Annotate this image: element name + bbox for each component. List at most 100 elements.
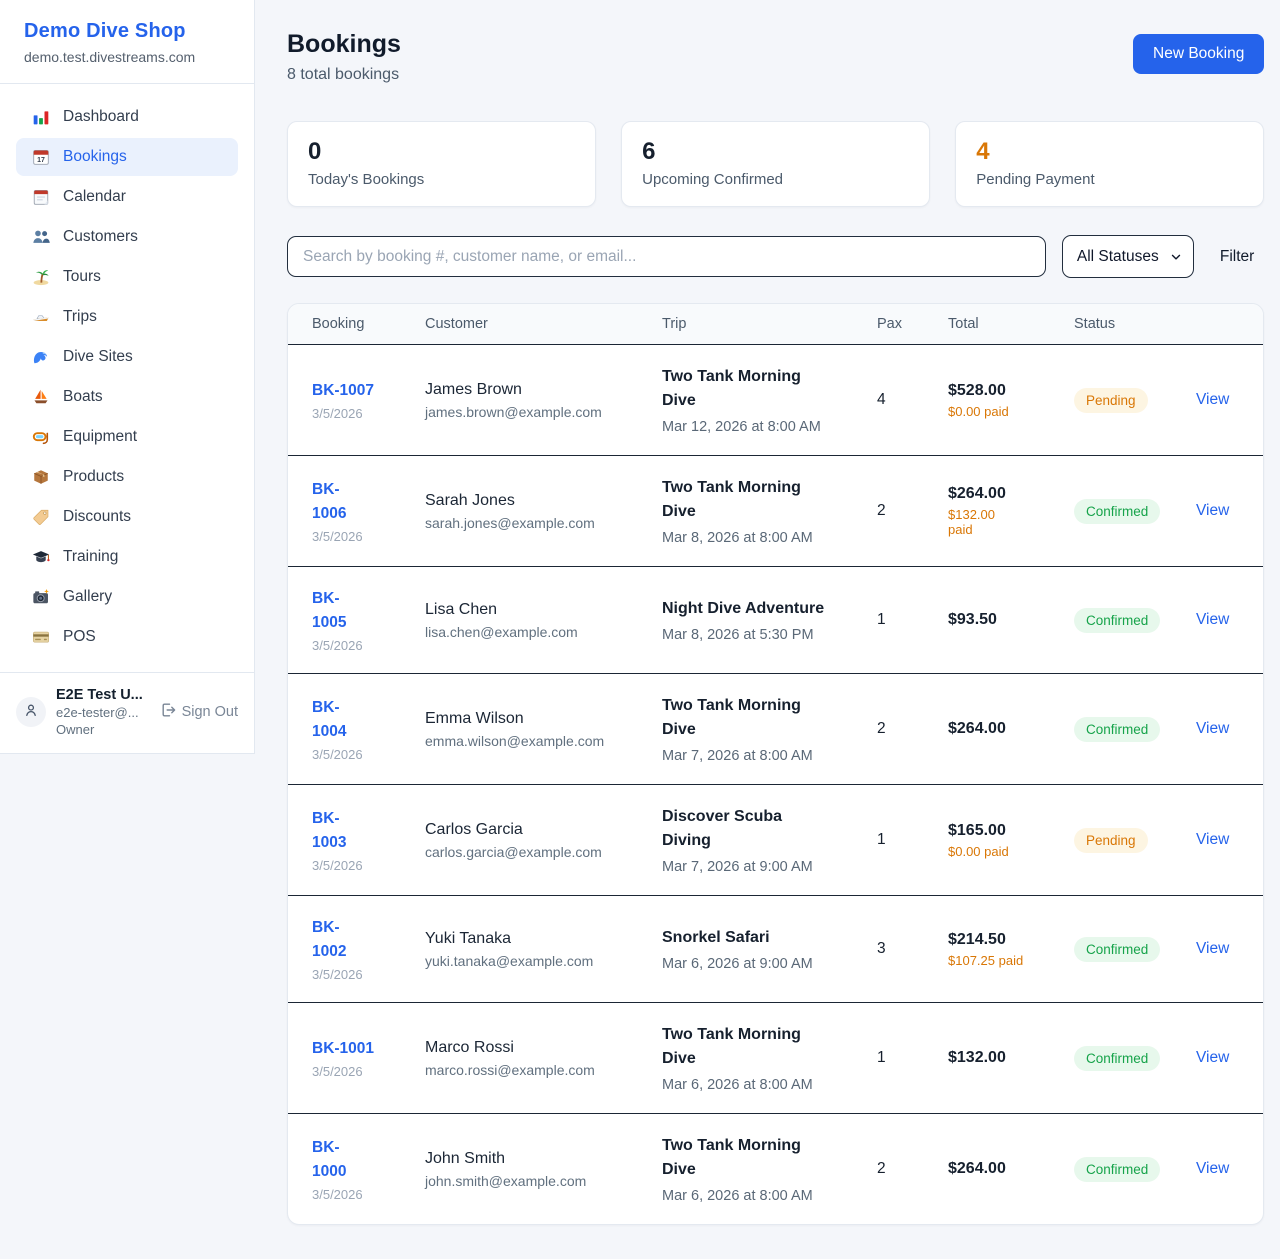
customer-cell: Carlos Garcia carlos.garcia@example.com xyxy=(425,821,662,860)
total-amount: $264.00 xyxy=(948,720,1006,738)
table-body: BK-1007 3/5/2026 James Brown james.brown… xyxy=(288,345,1264,1224)
total-cell: $264.00 $132.00 paid xyxy=(948,485,1074,537)
filter-button[interactable]: Filter xyxy=(1210,240,1264,274)
sidebar-item-label: Training xyxy=(63,548,119,565)
trip-name: Two Tank Morning Dive xyxy=(662,1137,801,1179)
sign-out-label: Sign Out xyxy=(181,704,238,720)
view-link[interactable]: View xyxy=(1196,940,1230,958)
shop-brand: Demo Dive Shop demo.test.divestreams.com xyxy=(0,0,254,84)
table-row: BK-1003 3/5/2026 Carlos Garcia carlos.ga… xyxy=(288,785,1264,897)
status-badge: Confirmed xyxy=(1074,607,1161,633)
status-cell: Pending xyxy=(1074,827,1196,853)
sidebar-item-bookings[interactable]: 17 Bookings xyxy=(16,138,238,176)
trip-cell: Two Tank Morning Dive Mar 7, 2026 at 8:0… xyxy=(662,694,877,764)
sidebar-item-equipment[interactable]: Equipment xyxy=(16,418,238,456)
sidebar-item-pos[interactable]: POS xyxy=(16,618,238,656)
sidebar-user-footer: E2E Test U... e2e-tester@... Owner Sign … xyxy=(0,672,254,753)
total-cell: $264.00 xyxy=(948,720,1074,738)
view-link[interactable]: View xyxy=(1196,831,1230,849)
sidebar-item-customers[interactable]: Customers xyxy=(16,218,238,256)
status-select[interactable]: All Statuses xyxy=(1061,235,1194,278)
total-cell: $528.00 $0.00 paid xyxy=(948,382,1074,419)
column-header-status: Status xyxy=(1074,316,1116,332)
total-amount: $264.00 xyxy=(948,1160,1006,1178)
sidebar-item-gallery[interactable]: Gallery xyxy=(16,578,238,616)
trip-name: Night Dive Adventure xyxy=(662,600,825,618)
stat-label: Today's Bookings xyxy=(308,171,425,188)
sidebar-item-dive-sites[interactable]: Dive Sites xyxy=(16,338,238,376)
customer-email: emma.wilson@example.com xyxy=(425,732,605,749)
booking-number-link[interactable]: BK-1006 xyxy=(312,480,347,522)
total-amount: $264.00 xyxy=(948,485,1006,502)
customer-name: Yuki Tanaka xyxy=(425,929,511,947)
customer-name: James Brown xyxy=(425,380,522,398)
total-cell: $93.50 xyxy=(948,611,1074,629)
stats-row: 0 Today's Bookings 6 Upcoming Confirmed … xyxy=(287,121,1265,207)
booking-number-link[interactable]: BK-1005 xyxy=(312,590,347,632)
booking-cell: BK-1004 3/5/2026 xyxy=(312,696,425,762)
sidebar-item-products[interactable]: Products xyxy=(16,458,238,496)
pax-value: 1 xyxy=(877,1049,886,1067)
booking-number-link[interactable]: BK-1002 xyxy=(312,919,347,961)
booking-date: 3/5/2026 xyxy=(312,967,363,983)
total-cell: $132.00 xyxy=(948,1049,1074,1067)
user-meta: E2E Test U... e2e-tester@... Owner xyxy=(56,687,150,737)
island-icon xyxy=(32,268,50,286)
customer-email: lisa.chen@example.com xyxy=(425,623,578,640)
booking-number-link[interactable]: BK-1004 xyxy=(312,699,347,741)
sidebar-item-label: POS xyxy=(63,628,96,645)
tag-icon xyxy=(32,508,50,526)
trip-name: Discover Scuba Diving xyxy=(662,808,783,850)
main-content: Bookings 8 total bookings New Booking 0 … xyxy=(255,0,1280,1259)
pax-value: 1 xyxy=(877,831,886,849)
paid-amount: $107.25 paid xyxy=(948,952,1024,968)
sidebar-item-label: Trips xyxy=(63,308,97,325)
stat-label: Pending Payment xyxy=(976,171,1095,188)
table-row: BK-1006 3/5/2026 Sarah Jones sarah.jones… xyxy=(288,456,1264,567)
stat-value: 6 xyxy=(642,138,656,165)
view-link[interactable]: View xyxy=(1196,502,1230,519)
search-input[interactable] xyxy=(287,236,1046,277)
booking-number-link[interactable]: BK-1007 xyxy=(312,381,375,399)
sidebar: Demo Dive Shop demo.test.divestreams.com… xyxy=(0,0,255,754)
trip-datetime: Mar 6, 2026 at 8:00 AM xyxy=(662,1077,813,1094)
sidebar-nav: Dashboard 17 Bookings Calendar Customers… xyxy=(0,84,254,672)
sign-out-button[interactable]: Sign Out xyxy=(160,702,238,722)
booking-cell: BK-1005 3/5/2026 xyxy=(312,587,425,653)
sidebar-item-label: Products xyxy=(63,468,125,485)
stat-card: 6 Upcoming Confirmed xyxy=(621,121,931,207)
sidebar-item-discounts[interactable]: Discounts xyxy=(16,498,238,536)
status-cell: Confirmed xyxy=(1074,498,1196,524)
view-link[interactable]: View xyxy=(1196,611,1230,629)
new-booking-button[interactable]: New Booking xyxy=(1133,34,1265,74)
sidebar-item-label: Boats xyxy=(63,388,103,405)
total-amount: $214.50 xyxy=(948,930,1006,948)
view-link[interactable]: View xyxy=(1196,1049,1230,1067)
sidebar-item-calendar[interactable]: Calendar xyxy=(16,178,238,216)
booking-number-link[interactable]: BK-1000 xyxy=(312,1139,347,1181)
sidebar-item-trips[interactable]: Trips xyxy=(16,298,238,336)
sidebar-item-dashboard[interactable]: Dashboard xyxy=(16,98,238,136)
booking-number-link[interactable]: BK-1001 xyxy=(312,1040,375,1058)
view-link[interactable]: View xyxy=(1196,1160,1230,1178)
page-subtitle: 8 total bookings xyxy=(287,66,400,83)
booking-number-link[interactable]: BK-1003 xyxy=(312,810,347,852)
speedboat-icon xyxy=(32,308,50,326)
total-amount: $165.00 xyxy=(948,821,1006,839)
sidebar-item-training[interactable]: Training xyxy=(16,538,238,576)
customer-cell: Marco Rossi marco.rossi@example.com xyxy=(425,1039,662,1078)
customer-name: Emma Wilson xyxy=(425,709,524,727)
pax-value: 4 xyxy=(877,391,886,408)
view-link[interactable]: View xyxy=(1196,391,1230,408)
people-icon xyxy=(32,228,50,246)
page-header: Bookings 8 total bookings New Booking xyxy=(287,30,1265,84)
sidebar-item-tours[interactable]: Tours xyxy=(16,258,238,296)
view-link[interactable]: View xyxy=(1196,720,1230,738)
booking-date: 3/5/2026 xyxy=(312,638,363,654)
status-cell: Confirmed xyxy=(1074,716,1196,742)
trip-cell: Two Tank Morning Dive Mar 6, 2026 at 8:0… xyxy=(662,1023,877,1093)
paid-amount: $132.00 paid xyxy=(948,507,995,537)
status-cell: Confirmed xyxy=(1074,607,1196,633)
stat-value: 4 xyxy=(976,138,990,165)
sidebar-item-boats[interactable]: Boats xyxy=(16,378,238,416)
